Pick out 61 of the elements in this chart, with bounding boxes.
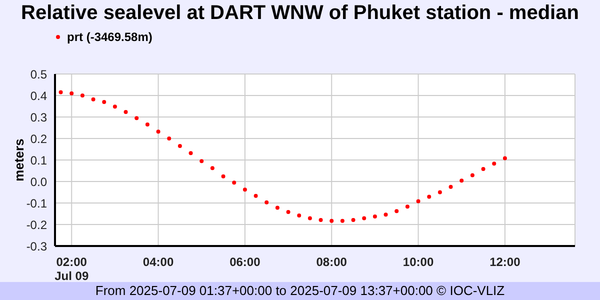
point bbox=[502, 156, 507, 160]
point bbox=[178, 144, 182, 148]
point bbox=[156, 130, 160, 134]
y-tick-label: 0.0 bbox=[30, 174, 48, 189]
point bbox=[448, 184, 453, 189]
point bbox=[340, 218, 344, 223]
point bbox=[210, 166, 214, 170]
point bbox=[405, 204, 410, 209]
point bbox=[232, 180, 236, 185]
y-tick-label: -0.3 bbox=[26, 239, 48, 254]
point bbox=[145, 122, 150, 127]
x-tick-label: 02:00 Jul 09 bbox=[54, 255, 89, 283]
point bbox=[297, 213, 302, 218]
point bbox=[372, 214, 377, 219]
point bbox=[362, 216, 366, 220]
y-tick-label: 0.1 bbox=[30, 153, 48, 168]
x-tick-label: 08:00 bbox=[316, 255, 348, 269]
point bbox=[384, 212, 388, 217]
point bbox=[481, 167, 486, 172]
point bbox=[308, 216, 312, 220]
y-tick-label: 0.2 bbox=[30, 132, 48, 146]
point bbox=[427, 194, 432, 199]
x-tick-label: 10:00 bbox=[402, 255, 434, 269]
point bbox=[102, 100, 106, 104]
point bbox=[91, 97, 96, 102]
point bbox=[286, 210, 290, 214]
x-tick-label: 12:00 bbox=[490, 255, 521, 269]
y-tick-label: -0.1 bbox=[26, 196, 48, 210]
legend-label: prt (-3469.58m) bbox=[66, 30, 152, 44]
point bbox=[200, 159, 204, 164]
y-tick-label: 0.5 bbox=[30, 67, 48, 82]
point bbox=[330, 218, 334, 223]
y-tick-label: -0.2 bbox=[26, 218, 48, 232]
y-tick-label: 0.3 bbox=[30, 110, 48, 124]
y-axis-title: meters bbox=[12, 138, 27, 182]
x-tick-label: 06:00 bbox=[230, 255, 261, 269]
x-tick-label: 04:00 bbox=[142, 255, 174, 269]
point bbox=[318, 218, 323, 222]
point bbox=[242, 188, 247, 192]
point bbox=[112, 104, 117, 109]
point bbox=[470, 173, 474, 178]
point bbox=[492, 162, 496, 166]
point bbox=[264, 200, 269, 204]
point bbox=[275, 206, 280, 210]
point bbox=[188, 151, 193, 156]
point bbox=[394, 209, 399, 214]
point bbox=[254, 194, 258, 198]
y-tick-label: 0.4 bbox=[30, 88, 48, 103]
point bbox=[80, 94, 84, 98]
point bbox=[416, 199, 420, 204]
point bbox=[124, 110, 128, 114]
point bbox=[438, 190, 442, 194]
point bbox=[70, 91, 74, 96]
point bbox=[134, 116, 139, 120]
text: From 2025-07-09 01:37+00:00 to 2025-07-09 13:37+00:00 © IOC-VLIZ bbox=[95, 283, 505, 298]
point bbox=[221, 174, 226, 178]
chart-title: Relative sealevel at DART WNW of Phuket station - median bbox=[20, 2, 580, 26]
point bbox=[460, 178, 464, 183]
point bbox=[351, 218, 356, 222]
point bbox=[58, 90, 63, 94]
point bbox=[167, 136, 172, 140]
